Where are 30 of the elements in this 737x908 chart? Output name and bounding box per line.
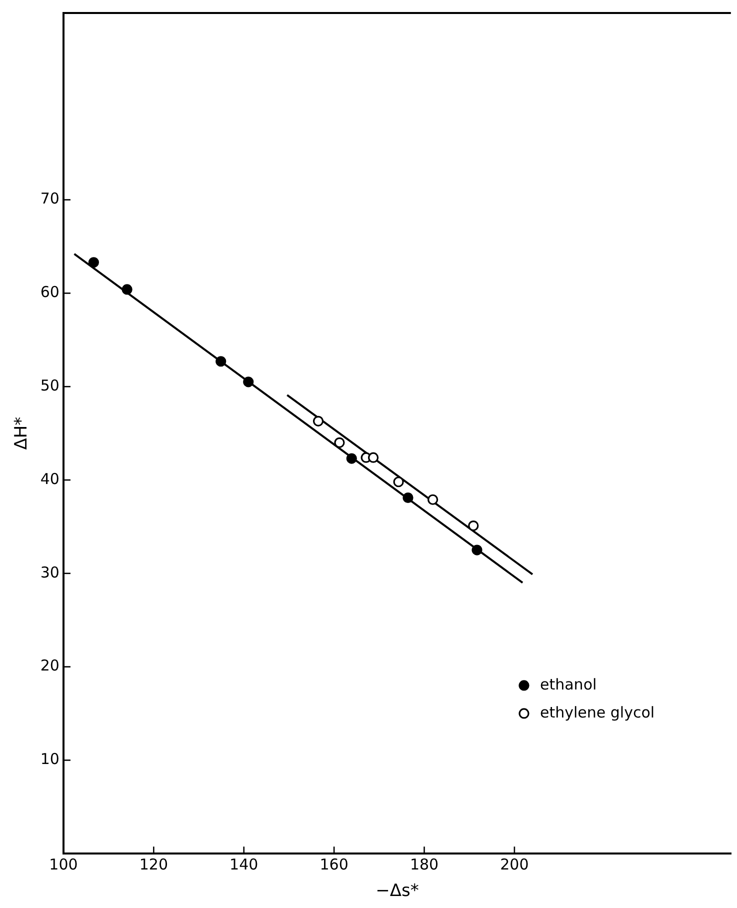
point bbox=[368, 452, 379, 463]
y-tick-label: 40 bbox=[40, 470, 60, 488]
y-tick-label: 70 bbox=[40, 190, 60, 208]
x-axis-title: −Δs* bbox=[376, 881, 419, 902]
legend-label: ethanol bbox=[540, 675, 597, 694]
y-tick-label: 10 bbox=[40, 750, 60, 768]
y-axis-title: ΔH* bbox=[12, 416, 32, 450]
point bbox=[88, 257, 99, 268]
y-tick-label: 60 bbox=[40, 283, 60, 302]
y-tick-label: 30 bbox=[40, 563, 60, 582]
point bbox=[402, 492, 414, 504]
legend-label: ethylene glycol bbox=[540, 703, 655, 722]
point bbox=[312, 416, 324, 426]
point bbox=[468, 520, 479, 532]
x-tick-label: 140 bbox=[230, 855, 258, 874]
x-tick-label: 200 bbox=[500, 855, 529, 874]
x-tick-label: 160 bbox=[320, 855, 348, 874]
point bbox=[243, 376, 254, 388]
point bbox=[472, 544, 482, 556]
x-tick-label: 100 bbox=[49, 855, 78, 874]
x-tick-label: 120 bbox=[139, 855, 168, 874]
point bbox=[216, 356, 226, 367]
point bbox=[393, 476, 404, 488]
point bbox=[428, 494, 438, 505]
y-tick-label: 50 bbox=[40, 376, 60, 394]
point bbox=[122, 284, 132, 295]
x-tick-label: 180 bbox=[410, 855, 439, 874]
point bbox=[346, 453, 357, 464]
y-tick-label: 20 bbox=[40, 656, 60, 675]
point bbox=[334, 437, 345, 448]
